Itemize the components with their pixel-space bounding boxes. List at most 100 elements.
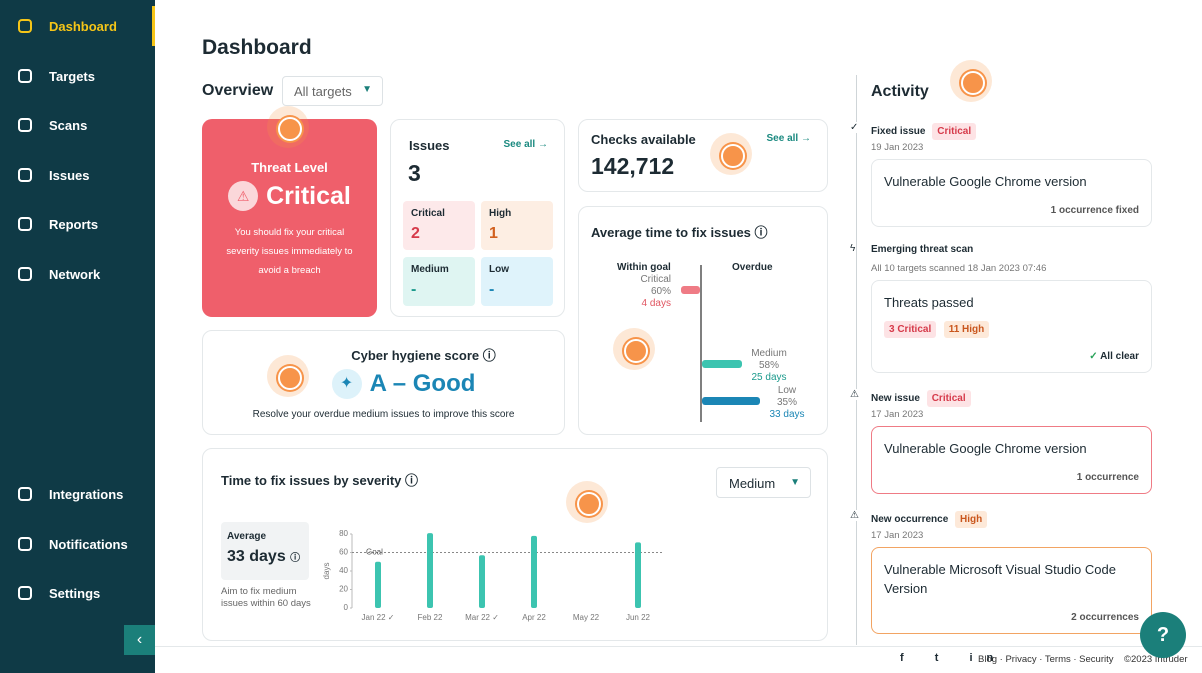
nav-label: Notifications bbox=[49, 536, 128, 552]
row-label: Low bbox=[777, 385, 797, 396]
card-title: Vulnerable Microsoft Visual Studio Code … bbox=[884, 562, 1116, 596]
nav-label: Integrations bbox=[49, 486, 124, 502]
row-days: 33 days bbox=[769, 409, 805, 420]
tile-value: - bbox=[489, 281, 495, 298]
activity-event: Fixed issue Critical bbox=[871, 123, 977, 140]
social-icons[interactable]: f t in bbox=[900, 652, 1008, 664]
average-value: 33 days bbox=[227, 548, 286, 565]
average-note: Aim to fix medium issues within 60 days bbox=[221, 586, 311, 609]
sidebar: Dashboard Targets Scans Issues Reports N… bbox=[0, 0, 155, 673]
card-title: Vulnerable Google Chrome version bbox=[884, 174, 1087, 189]
hotspot[interactable] bbox=[267, 106, 309, 148]
footer-links[interactable]: Blog · Privacy · Terms · Security bbox=[978, 654, 1114, 665]
nav-item[interactable]: Settings bbox=[0, 573, 155, 613]
filter-label: All targets bbox=[294, 84, 352, 99]
collapse-button[interactable]: ‹ bbox=[124, 625, 155, 655]
hotspot[interactable] bbox=[613, 328, 655, 370]
timeline-icon: ⚠ bbox=[850, 510, 859, 521]
nav-item[interactable]: Dashboard bbox=[0, 6, 155, 46]
see-all[interactable]: See all → bbox=[503, 139, 548, 150]
severity-filter[interactable]: Medium ▼ bbox=[716, 467, 811, 498]
issue-tile[interactable]: Critical 2 bbox=[403, 201, 475, 250]
card-note: 1 occurrence bbox=[1076, 472, 1139, 483]
issues-count: 3 bbox=[408, 160, 421, 186]
row-days: 4 days bbox=[641, 298, 671, 309]
hygiene-card: Cyber hygiene score ⓘ ✦ A – Good Resolve… bbox=[202, 330, 565, 435]
timeline-line bbox=[856, 75, 857, 645]
help-button[interactable]: ? bbox=[1140, 612, 1186, 658]
average-box: Average 33 days ⓘ bbox=[221, 522, 309, 580]
see-all[interactable]: See all → bbox=[766, 133, 811, 144]
tile-value: 1 bbox=[489, 225, 498, 242]
card-note: 1 occurrence fixed bbox=[1050, 205, 1139, 216]
card-note: 2 occurrences bbox=[1071, 612, 1139, 623]
nav-label: Settings bbox=[49, 585, 101, 601]
tile-value: 2 bbox=[411, 225, 420, 242]
hotspot[interactable] bbox=[566, 481, 608, 523]
card-note: All clear bbox=[1100, 351, 1139, 362]
footer-rule bbox=[155, 646, 1202, 647]
activity-card[interactable]: Vulnerable Google Chrome version 1 occurr… bbox=[871, 159, 1152, 227]
nav-item[interactable]: Integrations bbox=[0, 474, 155, 514]
severity-tag: Critical bbox=[932, 123, 977, 140]
threat-card: Threat Level ⚠ Critical You should fix y… bbox=[202, 119, 377, 317]
activity-date: All 10 targets scanned 18 Jan 2023 07:46 bbox=[871, 263, 1047, 274]
count-chip: 3 Critical bbox=[884, 321, 937, 338]
hotspot[interactable] bbox=[267, 355, 309, 397]
activity-date: 17 Jan 2023 bbox=[871, 530, 924, 541]
avg-fix-card: Average time to fix issues ⓘ Within goal… bbox=[578, 206, 828, 435]
avg-row: Medium 58% 25 days bbox=[749, 348, 789, 384]
nav-label: Network bbox=[49, 266, 101, 282]
row-label: Medium bbox=[751, 348, 787, 359]
checks-title: Checks available bbox=[591, 132, 696, 147]
activity-card[interactable]: Vulnerable Microsoft Visual Studio Code … bbox=[871, 547, 1152, 634]
tile-value: - bbox=[411, 281, 417, 298]
checks-card: Checks available See all → 142,712 bbox=[578, 119, 828, 192]
issue-tile[interactable]: High 1 bbox=[481, 201, 553, 250]
chart-title: Time to fix issues by severity ⓘ bbox=[221, 473, 419, 488]
nav-label: Issues bbox=[49, 167, 90, 183]
activity-card[interactable]: Threats passed 3 Critical 11 High ✓ All … bbox=[871, 280, 1152, 373]
row-percent: 60% bbox=[650, 286, 671, 297]
tile-label: High bbox=[489, 208, 512, 219]
within-label: Within goal bbox=[617, 262, 671, 273]
nav-item[interactable]: Notifications bbox=[0, 524, 155, 564]
event-text: New occurrence bbox=[871, 514, 949, 525]
hotspot[interactable] bbox=[950, 60, 992, 102]
overdue-label: Overdue bbox=[732, 262, 773, 273]
page-title: Dashboard bbox=[202, 36, 312, 59]
timeline-icon: ✓ bbox=[850, 122, 859, 133]
hygiene-text: Resolve your overdue medium issues to im… bbox=[252, 409, 515, 420]
link-text: See all bbox=[766, 133, 799, 144]
nav-item[interactable]: Targets bbox=[0, 56, 155, 96]
nav-item[interactable]: Issues bbox=[0, 155, 155, 195]
card-title: Threats passed bbox=[884, 295, 974, 310]
issues-card: Issues See all → 3 Critical 2 High 1 Mediu… bbox=[390, 119, 565, 317]
issue-tile[interactable]: Low - bbox=[481, 257, 553, 306]
avg-fix-title: Average time to fix issues ⓘ bbox=[591, 225, 768, 240]
threat-text: You should fix your critical severity is… bbox=[226, 227, 353, 276]
threat-label: Threat Level bbox=[251, 160, 328, 175]
activity-title: Activity bbox=[871, 83, 929, 100]
hygiene-grade: A – Good bbox=[369, 370, 476, 397]
hotspot[interactable] bbox=[710, 133, 752, 175]
average-label: Average bbox=[227, 531, 267, 542]
activity-card[interactable]: Vulnerable Google Chrome version 1 occurr… bbox=[871, 426, 1152, 494]
nav-item[interactable]: Scans bbox=[0, 105, 155, 145]
timeline-icon: ⚠ bbox=[850, 389, 859, 400]
issue-tile[interactable]: Medium - bbox=[403, 257, 475, 306]
activity-date: 19 Jan 2023 bbox=[871, 142, 924, 153]
target-filter[interactable]: All targets ▼ bbox=[282, 76, 383, 106]
checks-count: 142,712 bbox=[591, 153, 675, 179]
activity-event: Emerging threat scan bbox=[871, 244, 974, 255]
tile-label: Low bbox=[489, 264, 509, 275]
event-text: Fixed issue bbox=[871, 126, 926, 137]
nav-item[interactable]: Reports bbox=[0, 204, 155, 244]
timeline-icon: ϟ bbox=[850, 243, 856, 254]
nav-item[interactable]: Network bbox=[0, 254, 155, 294]
nav-label: Targets bbox=[49, 68, 95, 84]
avg-row: Critical 60% 4 days bbox=[611, 274, 671, 310]
time-to-fix-card: Time to fix issues by severity ⓘ Medium ▼… bbox=[202, 448, 828, 641]
